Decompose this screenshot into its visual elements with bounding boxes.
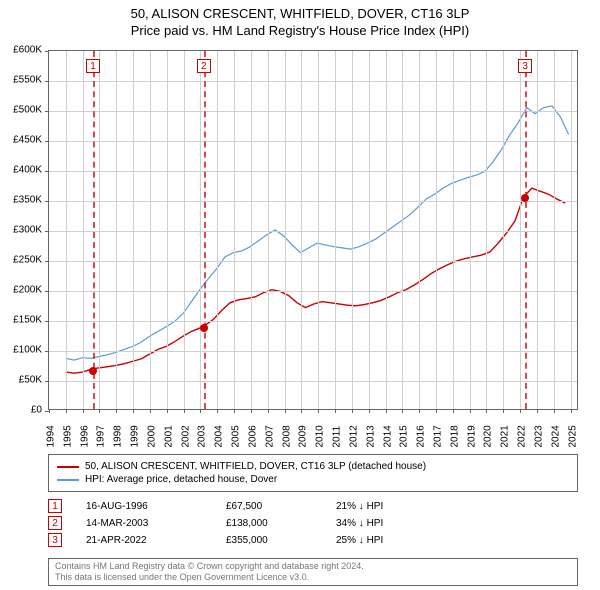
y-tick-label: £50K xyxy=(19,375,42,386)
x-tick-label: 2000 xyxy=(146,425,157,447)
legend-row-price: 50, ALISON CRESCENT, WHITFIELD, DOVER, C… xyxy=(57,461,569,472)
x-tick-label: 2016 xyxy=(416,425,427,447)
y-tick-label: £450K xyxy=(13,135,42,146)
x-tick-label: 1997 xyxy=(96,425,107,447)
x-tick-label: 2011 xyxy=(332,426,343,448)
legend-row-hpi: HPI: Average price, detached house, Dove… xyxy=(57,474,569,485)
footer-line-2: This data is licensed under the Open Gov… xyxy=(55,572,571,583)
x-tick-label: 1996 xyxy=(79,425,90,447)
event-row-1: 1 16-AUG-1996 £67,500 21% ↓ HPI xyxy=(48,499,578,513)
x-tick-label: 2018 xyxy=(449,425,460,447)
event-diff-3: 25% ↓ HPI xyxy=(336,535,456,546)
footer-attribution: Contains HM Land Registry data © Crown c… xyxy=(48,558,578,586)
y-tick-label: £400K xyxy=(13,165,42,176)
y-tick-label: £550K xyxy=(13,75,42,86)
events-table: 1 16-AUG-1996 £67,500 21% ↓ HPI 2 14-MAR… xyxy=(48,496,578,550)
plot-svg xyxy=(49,51,577,409)
x-tick-label: 1994 xyxy=(46,425,57,447)
event-marker-box: 2 xyxy=(197,59,211,73)
event-date-1: 16-AUG-1996 xyxy=(86,501,226,512)
y-tick-label: £100K xyxy=(13,345,42,356)
y-tick-label: £300K xyxy=(13,225,42,236)
series-line-price_paid xyxy=(66,188,566,373)
x-tick-label: 2017 xyxy=(432,425,443,447)
x-tick-label: 2019 xyxy=(466,425,477,447)
x-tick-label: 2014 xyxy=(382,425,393,447)
x-tick-label: 2004 xyxy=(214,425,225,447)
x-tick-label: 1995 xyxy=(62,425,73,447)
event-diff-2: 34% ↓ HPI xyxy=(336,518,456,529)
x-tick-label: 2013 xyxy=(365,425,376,447)
x-tick-label: 2008 xyxy=(281,425,292,447)
x-tick-label: 2021 xyxy=(500,425,511,447)
chart-container: 50, ALISON CRESCENT, WHITFIELD, DOVER, C… xyxy=(0,0,600,590)
y-tick-label: £250K xyxy=(13,255,42,266)
price-marker xyxy=(89,367,97,375)
event-marker-box: 3 xyxy=(518,59,532,73)
y-tick-label: £200K xyxy=(13,285,42,296)
event-row-3: 3 21-APR-2022 £355,000 25% ↓ HPI xyxy=(48,533,578,547)
event-price-2: £138,000 xyxy=(226,518,336,529)
title-block: 50, ALISON CRESCENT, WHITFIELD, DOVER, C… xyxy=(0,0,600,40)
x-axis-labels: 1994 1995 1996 1997 1998 1999 2000 2001 2002 2003… xyxy=(48,416,578,456)
event-row-2: 2 14-MAR-2003 £138,000 34% ↓ HPI xyxy=(48,516,578,530)
legend-label-hpi: HPI: Average price, detached house, Dove… xyxy=(85,474,277,485)
title-line-1: 50, ALISON CRESCENT, WHITFIELD, DOVER, C… xyxy=(0,6,600,23)
x-tick-label: 2024 xyxy=(550,425,561,447)
event-date-3: 21-APR-2022 xyxy=(86,535,226,546)
x-tick-label: 2003 xyxy=(197,425,208,447)
y-tick-label: £350K xyxy=(13,195,42,206)
x-tick-label: 2020 xyxy=(483,425,494,447)
x-tick-label: 2015 xyxy=(399,425,410,447)
y-tick-label: £150K xyxy=(13,315,42,326)
event-num-1: 1 xyxy=(48,499,62,513)
footer-line-1: Contains HM Land Registry data © Crown c… xyxy=(55,561,571,572)
x-tick-label: 2002 xyxy=(180,425,191,447)
x-tick-label: 2022 xyxy=(517,425,528,447)
x-tick-label: 2005 xyxy=(231,425,242,447)
event-num-3: 3 xyxy=(48,533,62,547)
x-tick-label: 1998 xyxy=(113,425,124,447)
legend-label-price: 50, ALISON CRESCENT, WHITFIELD, DOVER, C… xyxy=(85,461,426,472)
event-num-2: 2 xyxy=(48,516,62,530)
x-tick-label: 2023 xyxy=(533,425,544,447)
title-line-2: Price paid vs. HM Land Registry's House … xyxy=(0,23,600,40)
price-marker xyxy=(521,194,529,202)
x-tick-label: 2007 xyxy=(264,425,275,447)
x-tick-label: 1999 xyxy=(130,425,141,447)
x-tick-label: 2012 xyxy=(348,425,359,447)
y-tick-label: £500K xyxy=(13,105,42,116)
event-price-3: £355,000 xyxy=(226,535,336,546)
y-tick-label: £0 xyxy=(31,405,42,416)
chart-plot-area: 1 2 3 xyxy=(48,50,578,410)
event-price-1: £67,500 xyxy=(226,501,336,512)
event-date-2: 14-MAR-2003 xyxy=(86,518,226,529)
y-tick-label: £600K xyxy=(13,45,42,56)
legend: 50, ALISON CRESCENT, WHITFIELD, DOVER, C… xyxy=(48,454,578,492)
legend-swatch-price xyxy=(57,466,79,468)
x-tick-label: 2001 xyxy=(163,425,174,447)
price-marker xyxy=(200,324,208,332)
x-tick-label: 2025 xyxy=(567,425,578,447)
legend-swatch-hpi xyxy=(57,479,79,481)
event-marker-box: 1 xyxy=(86,59,100,73)
x-tick-label: 2010 xyxy=(315,425,326,447)
x-tick-label: 2006 xyxy=(247,425,258,447)
event-diff-1: 21% ↓ HPI xyxy=(336,501,456,512)
x-tick-label: 2009 xyxy=(298,425,309,447)
y-axis-labels: £0 £50K £100K £150K £200K £250K £300K £350K £400… xyxy=(0,42,45,418)
